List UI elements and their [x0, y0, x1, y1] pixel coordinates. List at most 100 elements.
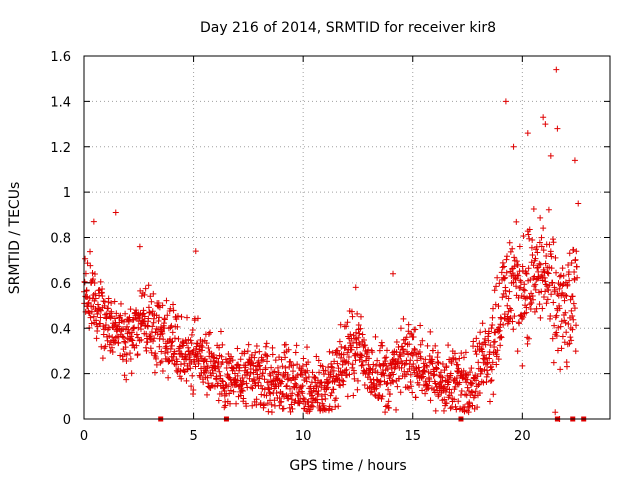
data-point [309, 369, 316, 376]
data-point [215, 397, 222, 404]
data-point [153, 355, 160, 362]
data-point [314, 377, 321, 384]
data-point [533, 305, 540, 312]
data-point [289, 390, 296, 397]
data-point [258, 391, 265, 398]
data-point [114, 323, 121, 330]
data-point [322, 367, 329, 374]
data-point [222, 402, 229, 409]
data-point [571, 157, 578, 164]
data-point [422, 390, 429, 397]
data-point [322, 406, 329, 413]
data-point [436, 372, 443, 379]
data-point [452, 383, 459, 390]
data-point [228, 353, 235, 360]
data-point [249, 402, 256, 409]
data-point [288, 401, 295, 408]
data-point [263, 340, 270, 347]
data-point [384, 366, 391, 373]
data-point [525, 231, 532, 238]
data-point [133, 331, 140, 338]
data-point [97, 278, 104, 285]
data-point [159, 330, 166, 337]
data-point [528, 299, 535, 306]
data-point [137, 326, 144, 333]
data-point [491, 344, 498, 351]
y-tick-label: 0.4 [50, 322, 71, 337]
data-point [455, 398, 462, 405]
data-point [288, 396, 295, 403]
axis-ticks [83, 55, 610, 420]
data-point [155, 300, 162, 307]
data-point [540, 114, 547, 121]
data-point [274, 364, 281, 371]
data-point [159, 368, 166, 375]
data-point [509, 318, 516, 325]
data-point [91, 279, 98, 286]
data-point [147, 293, 154, 300]
data-point [514, 261, 521, 268]
data-point [571, 305, 578, 312]
data-point [468, 388, 475, 395]
data-point [377, 363, 384, 370]
data-point [298, 367, 305, 374]
data-point [90, 276, 97, 283]
data-point [268, 409, 275, 416]
data-point [264, 353, 271, 360]
data-point [250, 362, 257, 369]
data-point [334, 360, 341, 367]
data-point [377, 378, 384, 385]
data-point [458, 387, 465, 394]
data-point [325, 379, 332, 386]
data-point [196, 346, 203, 353]
data-point [106, 332, 113, 339]
data-point [502, 98, 509, 105]
data-point [303, 378, 310, 385]
data-point [397, 325, 404, 332]
data-point [523, 309, 530, 316]
data-point [423, 381, 430, 388]
data-point [125, 326, 132, 333]
data-point [234, 372, 241, 379]
data-point [330, 367, 337, 374]
data-point [252, 382, 259, 389]
data-point [497, 321, 504, 328]
data-point [552, 409, 559, 416]
data-point [203, 340, 210, 347]
data-point [174, 358, 181, 365]
data-point [361, 381, 368, 388]
data-point [451, 396, 458, 403]
data-point [263, 352, 270, 359]
data-point [329, 349, 336, 356]
data-point [145, 315, 152, 322]
data-point [219, 377, 226, 384]
data-point [262, 343, 269, 350]
data-point [164, 349, 171, 356]
data-point [486, 349, 493, 356]
data-point [322, 395, 329, 402]
data-point [107, 314, 114, 321]
data-point [122, 344, 129, 351]
data-point [278, 378, 285, 385]
data-point [572, 348, 579, 355]
data-point [253, 396, 260, 403]
data-point [460, 367, 467, 374]
data-point [117, 300, 124, 307]
data-point [515, 272, 522, 279]
data-point [348, 344, 355, 351]
data-point [509, 245, 516, 252]
data-point [501, 275, 508, 282]
data-point [359, 358, 366, 365]
data-point [367, 389, 374, 396]
data-point [358, 362, 365, 369]
data-point [215, 364, 222, 371]
data-point [348, 308, 355, 315]
data-point [358, 352, 365, 359]
data-point [171, 335, 178, 342]
data-point [432, 342, 439, 349]
y-tick-labels: 0 0.2 0.4 0.6 0.8 1 1.2 1.4 1.6 [50, 50, 71, 428]
data-point [174, 313, 181, 320]
data-point [225, 383, 232, 390]
data-point [427, 397, 434, 404]
data-point [166, 358, 173, 365]
